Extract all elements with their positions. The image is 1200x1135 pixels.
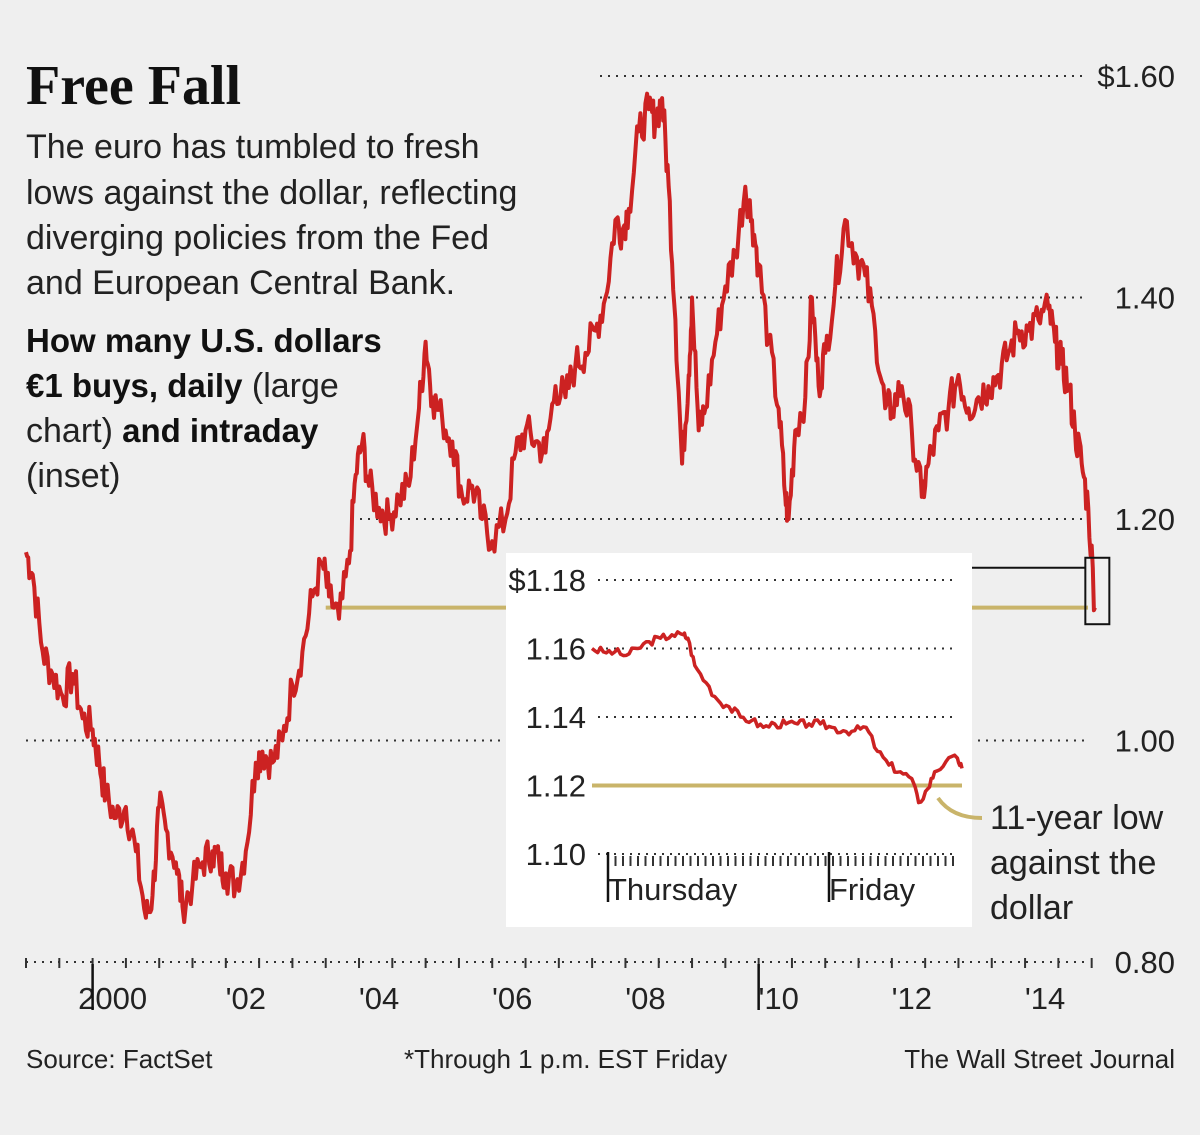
inset-y-tick-label: $1.18	[508, 563, 586, 598]
inset-day-label: Friday	[829, 872, 916, 907]
note-label: *Through 1 p.m. EST Friday	[404, 1044, 727, 1074]
x-tick-label: 2000	[78, 981, 147, 1016]
series-line-daily	[24, 91, 1097, 924]
inset-y-axis: $1.18 1.16 1.14 1.12 1.10	[508, 563, 586, 872]
inset-day-label: Thursday	[608, 872, 738, 907]
description-bold: €1 buys, daily	[26, 367, 243, 404]
zoom-box	[1084, 556, 1111, 626]
x-tick-label: '06	[492, 981, 532, 1016]
annotation-line: 11-year low	[990, 799, 1164, 837]
inset-x-axis: Thursday Friday	[606, 852, 954, 907]
main-y-axis: $1.60 1.40 1.20 1.00 0.80	[1097, 59, 1175, 980]
subtitle-line: and European Central Bank.	[26, 264, 455, 302]
subtitle-line: The euro has tumbled to fresh	[26, 128, 480, 166]
x-tick-label: '08	[625, 981, 665, 1016]
inset-y-tick-label: 1.12	[526, 769, 586, 804]
main-x-axis: 2000 '02 '04 '06 '08 '10 '12 '14	[25, 958, 1093, 1016]
x-tick-label: '14	[1025, 981, 1065, 1016]
annotation-arrow	[936, 796, 983, 820]
y-tick-label: 1.20	[1115, 502, 1175, 537]
annotation-line: dollar	[990, 889, 1073, 927]
chart-title: Free Fall	[26, 55, 241, 117]
inset-y-tick-label: 1.14	[526, 700, 586, 735]
description-plain: chart)	[26, 412, 113, 450]
inset-y-tick-label: 1.10	[526, 837, 586, 872]
x-tick-label: '04	[359, 981, 399, 1016]
y-tick-label: 1.00	[1115, 724, 1175, 759]
chart-description: How many U.S. dollars €1 buys, daily (la…	[26, 322, 382, 495]
subtitle-line: lows against the dollar, reflecting	[26, 174, 517, 212]
description-line: chart) and intraday	[26, 412, 319, 450]
description-line: €1 buys, daily (large	[26, 367, 339, 405]
x-tick-label: '12	[892, 981, 932, 1016]
description-line: (inset)	[26, 457, 120, 495]
description-line: How many U.S. dollars	[26, 322, 382, 359]
x-tick-label: '10	[758, 981, 798, 1016]
source-label: Source: FactSet	[26, 1044, 213, 1074]
credit-label: The Wall Street Journal	[904, 1044, 1175, 1074]
series-line-intraday	[590, 630, 964, 805]
inset-y-tick-label: 1.16	[526, 632, 586, 667]
chart-subtitle: The euro has tumbled to fresh lows again…	[26, 128, 517, 302]
description-bold: and intraday	[113, 412, 319, 449]
inset-panel	[506, 553, 972, 927]
y-tick-label: $1.60	[1097, 59, 1175, 94]
subtitle-line: diverging policies from the Fed	[26, 219, 489, 257]
y-tick-label: 1.40	[1115, 281, 1175, 316]
x-tick-label: '02	[226, 981, 266, 1016]
y-tick-label: 0.80	[1115, 945, 1175, 980]
annotation-line: against the	[990, 844, 1156, 882]
description-plain: (large	[242, 367, 338, 405]
annotation-label: 11-year low against the dollar	[990, 799, 1164, 927]
